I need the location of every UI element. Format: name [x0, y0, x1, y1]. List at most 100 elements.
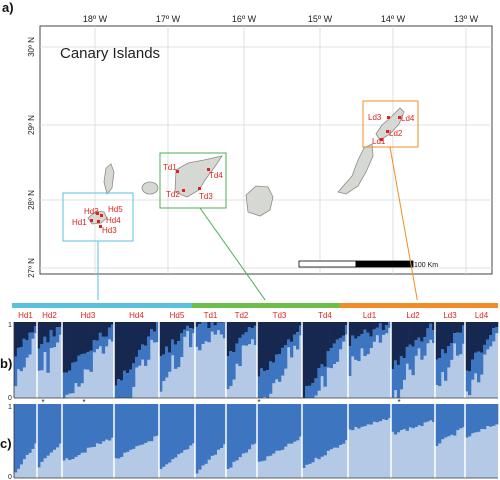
structure-bar-segment: [114, 404, 118, 459]
island-la-gomera: [141, 181, 159, 195]
structure-bar-segment: [235, 322, 239, 344]
structure-bar-segment: [65, 322, 69, 373]
structure-bar-segment: [195, 404, 199, 474]
structure-bar-segment: [257, 322, 261, 377]
structure-bar-segment: [232, 352, 236, 380]
structure-bar-segment: [408, 344, 412, 370]
structure-bar-segment: [28, 322, 32, 333]
structure-bar-segment: [468, 404, 472, 437]
structure-bar-segment: [447, 322, 451, 347]
structure-bar-segment: [387, 404, 392, 419]
structure-bar-segment: [420, 404, 424, 426]
structure-bar-segment: [260, 368, 264, 398]
structure-bar-segment: [323, 322, 327, 367]
structure-bar-segment: [22, 322, 26, 339]
structure-bar-segment: [320, 322, 324, 365]
structure-bar-segment: [65, 372, 69, 395]
structure-bar-segment: [14, 356, 18, 387]
structure-bar-segment: [216, 404, 221, 450]
structure-bar-segment: [302, 322, 306, 398]
structure-bar-segment: [384, 325, 389, 334]
structure-bar-segment: [477, 404, 481, 432]
structure-bar-segment: [132, 322, 136, 364]
structure-bar-segment: [468, 322, 472, 372]
lanzarote-group-bar: [340, 303, 498, 308]
structure-bar-segment: [278, 322, 282, 355]
structure-bar-segment: [101, 336, 106, 354]
structure-bar-segment: [486, 322, 490, 340]
structure-bar-segment: [168, 404, 172, 463]
structure-bar-segment: [275, 404, 279, 451]
structure-bar-segment: [49, 404, 53, 453]
site-marker: [96, 212, 99, 215]
structure-bar-segment: [153, 404, 157, 437]
structure-bar-segment: [441, 404, 445, 440]
structure-bar-segment: [19, 322, 23, 348]
structure-bar-segment: [468, 371, 472, 396]
panel-label-a: a): [2, 0, 14, 15]
structure-bar-segment: [144, 345, 148, 366]
structure-bar-segment: [272, 322, 276, 363]
structure-bar-segment: [332, 404, 337, 448]
site-marker: [387, 116, 390, 119]
structure-bar-segment: [19, 347, 23, 372]
structure-bar-segment: [302, 404, 306, 468]
structure-bar-segment: [147, 404, 151, 442]
structure-bar-segment: [414, 340, 418, 356]
structure-bar-segment: [432, 404, 436, 423]
population-label: Td1: [204, 311, 218, 320]
structure-bar-segment: [92, 322, 96, 341]
structure-bar-segment: [486, 339, 490, 350]
structure-bar-segment: [266, 322, 270, 371]
structure-bar-segment: [235, 343, 239, 364]
panel-label-b: b): [0, 356, 13, 371]
structure-bar-segment: [459, 332, 463, 355]
structure-bar-segment: [49, 322, 53, 331]
structure-bar-segment: [429, 323, 433, 340]
structure-bar-segment: [250, 328, 255, 340]
structure-bar-segment: [344, 404, 349, 441]
lat-tick: 27º N: [27, 258, 36, 278]
lon-tick: 17º W: [156, 14, 181, 24]
structure-bar-segment: [287, 404, 291, 444]
structure-bar-segment: [247, 327, 252, 345]
structure-bar-segment: [391, 369, 395, 398]
structure-bar-segment: [150, 404, 154, 442]
structure-bar-segment: [320, 404, 324, 457]
structure-bar-segment: [363, 322, 367, 330]
structure-bar-segment: [147, 336, 151, 360]
structure-bar-segment: [241, 404, 245, 454]
structure-bar-segment: [207, 322, 211, 329]
structure-bar-segment: [381, 330, 386, 335]
map-title: Canary Islands: [60, 45, 160, 62]
structure-bar-segment: [58, 327, 63, 335]
structure-bar-segment: [110, 322, 115, 325]
structure-bar-segment: [293, 322, 297, 335]
population-label: Hd2: [42, 311, 57, 320]
structure-bar-segment: [483, 322, 487, 345]
structure-bar-segment: [317, 322, 321, 368]
site-marker: [176, 170, 179, 173]
structure-bar-segment: [68, 370, 72, 394]
structure-bar-segment: [354, 338, 358, 360]
structure-bar-segment: [360, 322, 364, 335]
structure-bar-segment: [123, 322, 127, 371]
structure-bar-segment: [95, 322, 100, 341]
structure-bar-segment: [180, 333, 184, 358]
structure-bar-segment: [438, 358, 442, 387]
structure-bar-segment: [95, 340, 100, 350]
structure-bar-segment: [462, 325, 466, 344]
structure-bar-segment: [429, 404, 433, 421]
structure-bar-segment: [165, 322, 169, 347]
structure-bar-segment: [263, 370, 267, 397]
structure-bar-segment: [132, 404, 136, 449]
structure-bar-segment: [447, 346, 451, 368]
structure-bar-segment: [171, 339, 175, 356]
structure-bar-segment: [43, 336, 47, 353]
structure-bar-segment: [120, 380, 124, 398]
structure-bar-segment: [489, 322, 493, 336]
population-label: Hd1: [18, 311, 33, 320]
site-marker: [182, 189, 185, 192]
structure-bar-segment: [483, 344, 487, 355]
structure-bar-segment: [450, 404, 454, 435]
